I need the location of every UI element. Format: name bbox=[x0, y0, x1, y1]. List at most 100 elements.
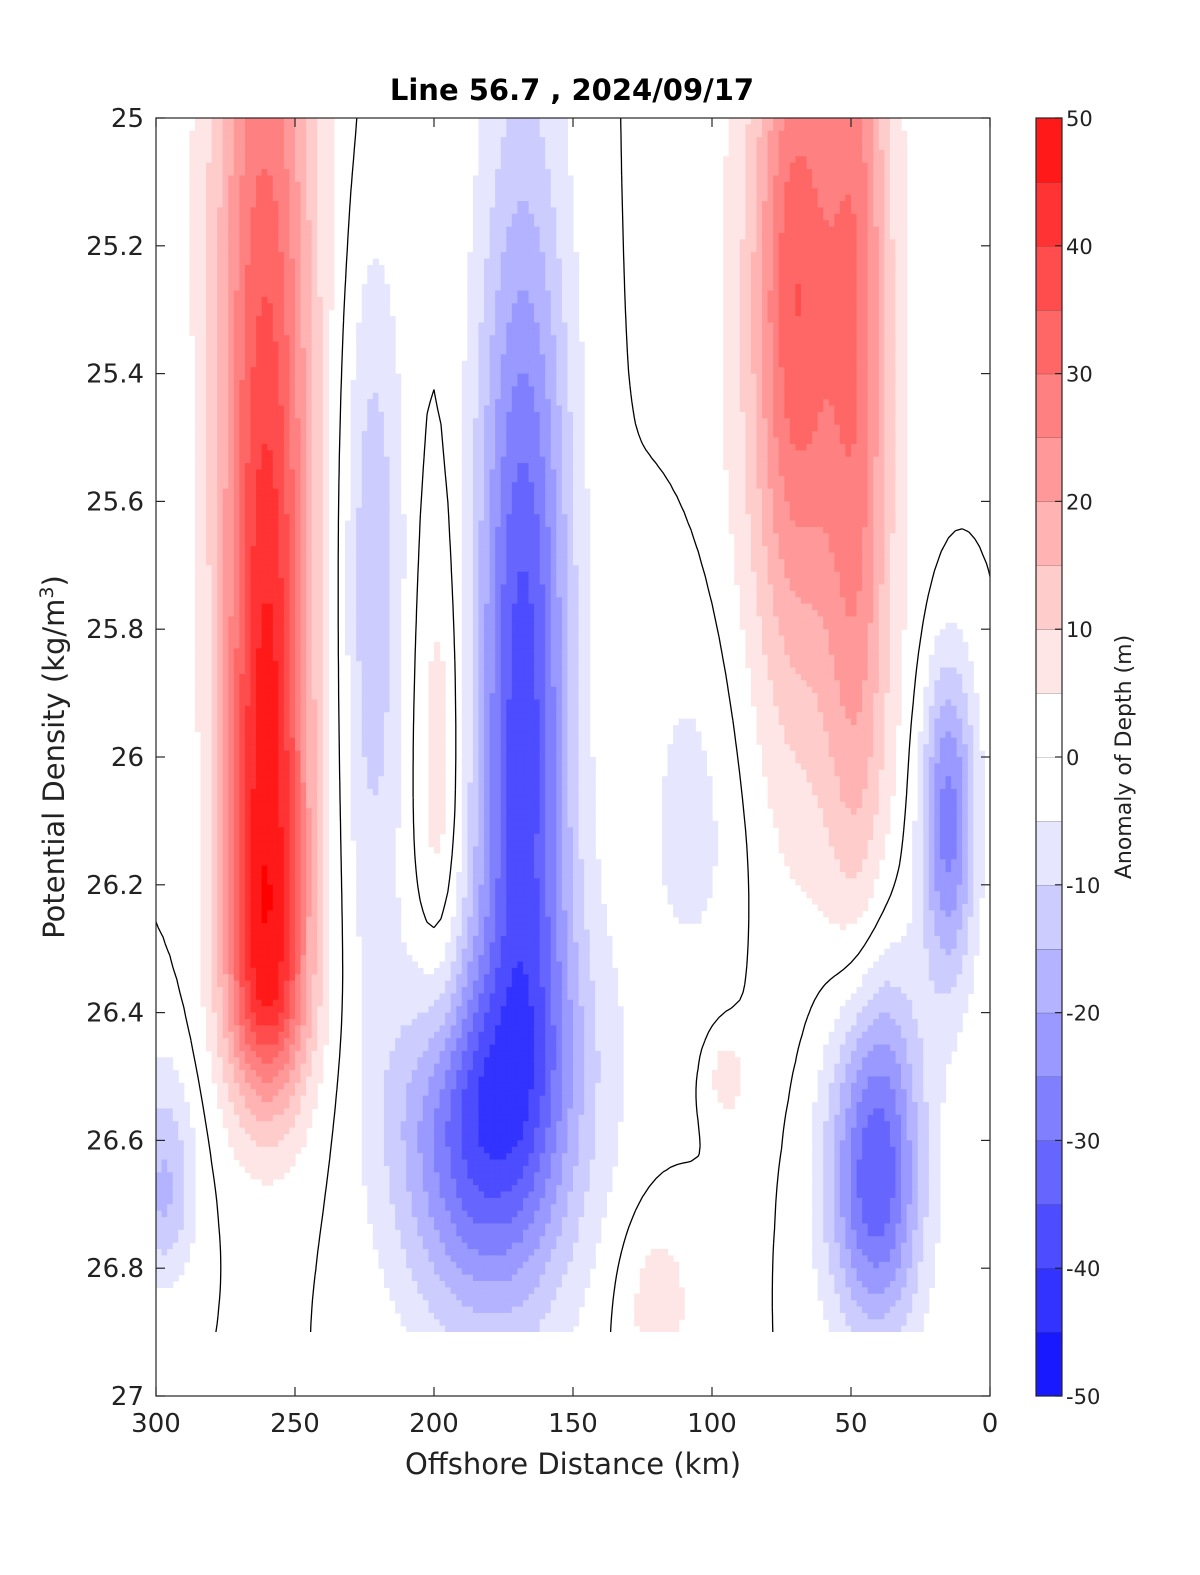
anomaly-cell bbox=[539, 258, 546, 266]
anomaly-cell bbox=[745, 194, 752, 202]
anomaly-cell bbox=[222, 418, 229, 426]
anomaly-cell bbox=[528, 175, 535, 183]
anomaly-cell bbox=[222, 392, 229, 400]
anomaly-cell bbox=[550, 233, 557, 241]
anomaly-cell bbox=[851, 443, 858, 451]
anomaly-cell bbox=[745, 207, 752, 215]
anomaly-cell bbox=[550, 264, 557, 272]
anomaly-cell bbox=[756, 156, 763, 164]
anomaly-cell bbox=[839, 137, 847, 145]
anomaly-cell bbox=[745, 264, 752, 272]
anomaly-cell bbox=[784, 373, 791, 381]
anomaly-cell bbox=[233, 143, 240, 151]
anomaly-cell bbox=[311, 296, 318, 304]
anomaly-cell bbox=[745, 405, 752, 413]
anomaly-cell bbox=[539, 418, 546, 426]
anomaly-cell bbox=[250, 252, 257, 260]
anomaly-cell bbox=[851, 367, 858, 375]
anomaly-cell bbox=[300, 156, 307, 164]
anomaly-cell bbox=[567, 284, 574, 292]
anomaly-cell bbox=[295, 424, 302, 432]
anomaly-cell bbox=[862, 188, 869, 196]
anomaly-cell bbox=[795, 169, 802, 177]
anomaly-cell bbox=[222, 450, 229, 458]
anomaly-cell bbox=[534, 194, 541, 202]
anomaly-cell bbox=[528, 124, 535, 132]
anomaly-cell bbox=[795, 271, 802, 279]
anomaly-cell bbox=[206, 405, 213, 413]
anomaly-cell bbox=[795, 252, 802, 260]
anomaly-cell bbox=[472, 456, 480, 464]
anomaly-cell bbox=[561, 488, 569, 496]
anomaly-cell bbox=[812, 156, 819, 164]
anomaly-cell bbox=[773, 354, 780, 362]
anomaly-cell bbox=[800, 130, 808, 138]
anomaly-cell bbox=[723, 354, 730, 362]
anomaly-cell bbox=[534, 169, 541, 177]
anomaly-cell bbox=[823, 124, 830, 132]
anomaly-cell bbox=[539, 284, 546, 292]
anomaly-cell bbox=[795, 143, 802, 151]
anomaly-cell bbox=[506, 341, 513, 349]
anomaly-cell bbox=[206, 149, 213, 157]
anomaly-cell bbox=[322, 354, 329, 362]
anomaly-cell bbox=[361, 309, 368, 317]
anomaly-cell bbox=[511, 443, 518, 451]
anomaly-cell bbox=[517, 296, 524, 304]
anomaly-cell bbox=[556, 245, 563, 253]
anomaly-cell bbox=[823, 418, 830, 426]
anomaly-cell bbox=[472, 220, 480, 228]
anomaly-cell bbox=[556, 399, 563, 407]
anomaly-cell bbox=[567, 239, 574, 247]
anomaly-cell bbox=[800, 271, 808, 279]
anomaly-cell bbox=[545, 277, 552, 285]
anomaly-cell bbox=[750, 137, 758, 145]
anomaly-cell bbox=[556, 322, 563, 330]
anomaly-cell bbox=[278, 379, 285, 387]
anomaly-cell bbox=[901, 341, 908, 349]
anomaly-cell bbox=[884, 354, 891, 362]
anomaly-cell bbox=[200, 264, 207, 272]
anomaly-cell bbox=[328, 143, 335, 151]
anomaly-cell bbox=[823, 386, 830, 394]
anomaly-cell bbox=[272, 405, 279, 413]
anomaly-cell bbox=[834, 360, 841, 368]
anomaly-cell bbox=[795, 322, 802, 330]
anomaly-cell bbox=[228, 437, 235, 445]
anomaly-cell bbox=[484, 143, 491, 151]
anomaly-cell bbox=[506, 431, 513, 439]
anomaly-cell bbox=[317, 482, 324, 490]
anomaly-cell bbox=[372, 475, 379, 483]
anomaly-cell bbox=[817, 201, 824, 209]
anomaly-cell bbox=[506, 443, 513, 451]
anomaly-cell bbox=[322, 399, 329, 407]
anomaly-cell bbox=[873, 328, 880, 336]
anomaly-cell bbox=[889, 175, 897, 183]
anomaly-cell bbox=[256, 418, 263, 426]
anomaly-cell bbox=[884, 399, 891, 407]
anomaly-cell bbox=[762, 118, 769, 125]
anomaly-cell bbox=[789, 443, 796, 451]
anomaly-cell bbox=[723, 296, 730, 304]
anomaly-cell bbox=[217, 296, 224, 304]
anomaly-cell bbox=[361, 392, 368, 400]
anomaly-cell bbox=[873, 264, 880, 272]
anomaly-cell bbox=[222, 118, 229, 125]
anomaly-cell bbox=[322, 188, 329, 196]
anomaly-cell bbox=[867, 124, 874, 132]
anomaly-cell bbox=[750, 373, 758, 381]
anomaly-cell bbox=[895, 379, 902, 387]
anomaly-cell bbox=[200, 456, 207, 464]
anomaly-cell bbox=[895, 354, 902, 362]
anomaly-cell bbox=[750, 463, 758, 471]
anomaly-cell bbox=[862, 162, 869, 170]
anomaly-cell bbox=[272, 233, 279, 241]
anomaly-cell bbox=[795, 379, 802, 387]
anomaly-cell bbox=[511, 175, 518, 183]
anomaly-cell bbox=[539, 341, 546, 349]
anomaly-cell bbox=[878, 348, 885, 356]
anomaly-cell bbox=[745, 322, 752, 330]
anomaly-cell bbox=[256, 245, 263, 253]
anomaly-cell bbox=[789, 309, 796, 317]
anomaly-cell bbox=[311, 373, 318, 381]
